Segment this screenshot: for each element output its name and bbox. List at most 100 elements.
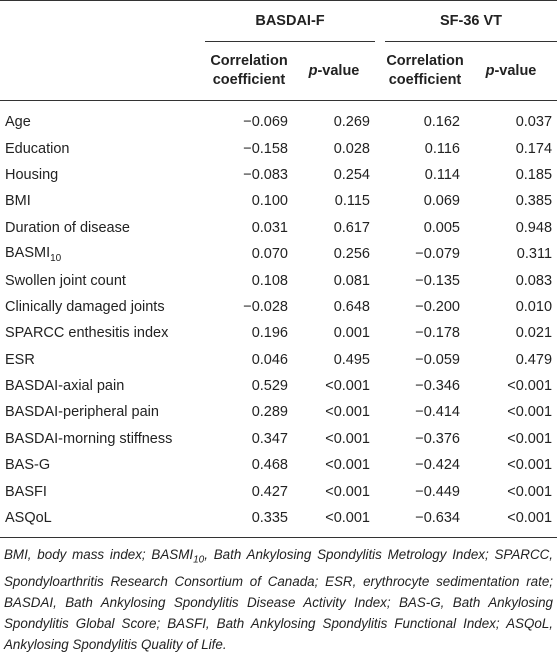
row-label: BASMI10 (0, 241, 205, 267)
table-cell: −0.449 (415, 483, 460, 500)
subheader-text: Correlation coefficient (386, 53, 464, 88)
subheader-text: Correlation coefficient (210, 53, 288, 88)
blank (375, 241, 385, 267)
row-label-text: BASMI (5, 244, 51, 261)
table-cell: <0.001 (507, 404, 553, 421)
table-cell: −0.158 (243, 140, 288, 157)
blank (375, 347, 385, 373)
table-cell: 0.495 (333, 351, 370, 368)
table-cell: 0.385 (515, 193, 553, 210)
blank (375, 101, 385, 136)
table-row: Swollen joint count 0.108 0.081 −0.135 0.083 (0, 267, 557, 293)
table-cell: 0.427 (251, 483, 288, 500)
blank (0, 41, 205, 101)
table-cell: <0.001 (507, 430, 553, 447)
table-cell: 0.021 (515, 325, 553, 342)
table-cell: <0.001 (325, 510, 370, 527)
subheader: p-value (293, 41, 375, 101)
table-cell: 0.046 (251, 351, 288, 368)
row-label: BASDAI-peripheral pain (0, 399, 205, 425)
table-cell: 0.529 (251, 378, 288, 395)
table-cell: −0.634 (415, 510, 460, 527)
row-label-text: Clinically damaged joints (5, 298, 165, 315)
table-row: BMI 0.100 0.115 0.069 0.385 (0, 188, 557, 214)
table-row: BASDAI-axial pain 0.529 <0.001 −0.346 <0.001 (0, 373, 557, 399)
table-cell: −0.028 (243, 298, 288, 315)
table-cell: −0.079 (415, 246, 460, 263)
table-cell: 0.289 (251, 404, 288, 421)
table-cell: <0.001 (325, 378, 370, 395)
footnote-part: 10 (193, 554, 205, 566)
blank (375, 294, 385, 320)
table-cell: 0.174 (515, 140, 553, 157)
group-header: SF-36 VT (385, 0, 557, 42)
row-label: Swollen joint count (0, 267, 205, 293)
row-label: SPARCC enthesitis index (0, 320, 205, 346)
table-cell: <0.001 (325, 404, 370, 421)
row-label: Duration of disease (0, 215, 205, 241)
table-cell: 0.648 (333, 298, 370, 315)
row-label: Age (0, 101, 205, 136)
table-cell: 0.037 (515, 114, 553, 131)
table-cell: <0.001 (325, 430, 370, 447)
row-label-text: BAS-G (5, 457, 51, 474)
table-cell: 0.116 (424, 140, 460, 157)
table-cell: 0.479 (515, 351, 553, 368)
row-label-text: Education (5, 140, 70, 157)
blank (375, 41, 385, 101)
blank (375, 135, 385, 161)
row-label: BAS-G (0, 452, 205, 478)
row-label-text: Swollen joint count (5, 272, 126, 289)
table-cell: <0.001 (507, 378, 553, 395)
blank (375, 399, 385, 425)
row-label: ESR (0, 347, 205, 373)
row-label: BASDAI-morning stiffness (0, 426, 205, 452)
table-cell: −0.200 (415, 298, 460, 315)
blank (375, 478, 385, 504)
footnote: BMI, body mass index; BASMI10, Bath Anky… (0, 538, 557, 655)
table-cell: 0.083 (515, 272, 553, 289)
subheader: p-value (465, 41, 557, 101)
blank (375, 162, 385, 188)
table-cell: 0.028 (333, 140, 370, 157)
table-cell: −0.059 (415, 351, 460, 368)
table-cell: <0.001 (325, 457, 370, 474)
table-row: SPARCC enthesitis index 0.196 0.001 −0.178 0… (0, 320, 557, 346)
blank (375, 505, 385, 538)
row-label-text: BASFI (5, 483, 47, 500)
footnote-part: BMI, body mass index; BASMI (4, 547, 194, 563)
table-row: ASQoL 0.335 <0.001 −0.634 <0.001 (0, 505, 557, 538)
blank (375, 267, 385, 293)
table-row: BASFI 0.427 <0.001 −0.449 <0.001 (0, 478, 557, 504)
table-cell: 0.005 (423, 219, 460, 236)
table-row: BASDAI-peripheral pain 0.289 <0.001 −0.414 <… (0, 399, 557, 425)
table-cell: <0.001 (507, 510, 553, 527)
row-label: Clinically damaged joints (0, 294, 205, 320)
table-row: BAS-G 0.468 <0.001 −0.424 <0.001 (0, 452, 557, 478)
table-cell: 0.254 (333, 166, 370, 183)
table-cell: 0.001 (333, 325, 370, 342)
table-cell: −0.178 (415, 325, 460, 342)
row-label-text: BASDAI-peripheral pain (5, 404, 159, 421)
row-label: BMI (0, 188, 205, 214)
table-cell: 0.269 (333, 114, 370, 131)
table-row: Clinically damaged joints −0.028 0.648 −0.2… (0, 294, 557, 320)
table-cell: −0.346 (415, 378, 460, 395)
table-row: ESR 0.046 0.495 −0.059 0.479 (0, 347, 557, 373)
table-cell: 0.196 (251, 325, 288, 342)
table-cell: −0.069 (243, 114, 288, 131)
subheader-italic: p (485, 62, 495, 79)
table-cell: −0.376 (415, 430, 460, 447)
subheader-italic: p (308, 62, 318, 79)
row-label-text: ASQoL (5, 510, 52, 527)
table-cell: 0.010 (515, 298, 553, 315)
table-cell: <0.001 (507, 483, 553, 500)
subheader: Correlation coefficient (205, 41, 293, 101)
row-label-text: BASDAI-morning stiffness (5, 430, 173, 447)
table-cell: 0.311 (516, 246, 553, 263)
table-cell: 0.114 (424, 166, 460, 183)
subheader-text: -value (317, 62, 360, 79)
footnote-part: , Bath Ankylosing Spondylitis Metrology … (4, 547, 553, 652)
table-cell: 0.069 (423, 193, 460, 210)
